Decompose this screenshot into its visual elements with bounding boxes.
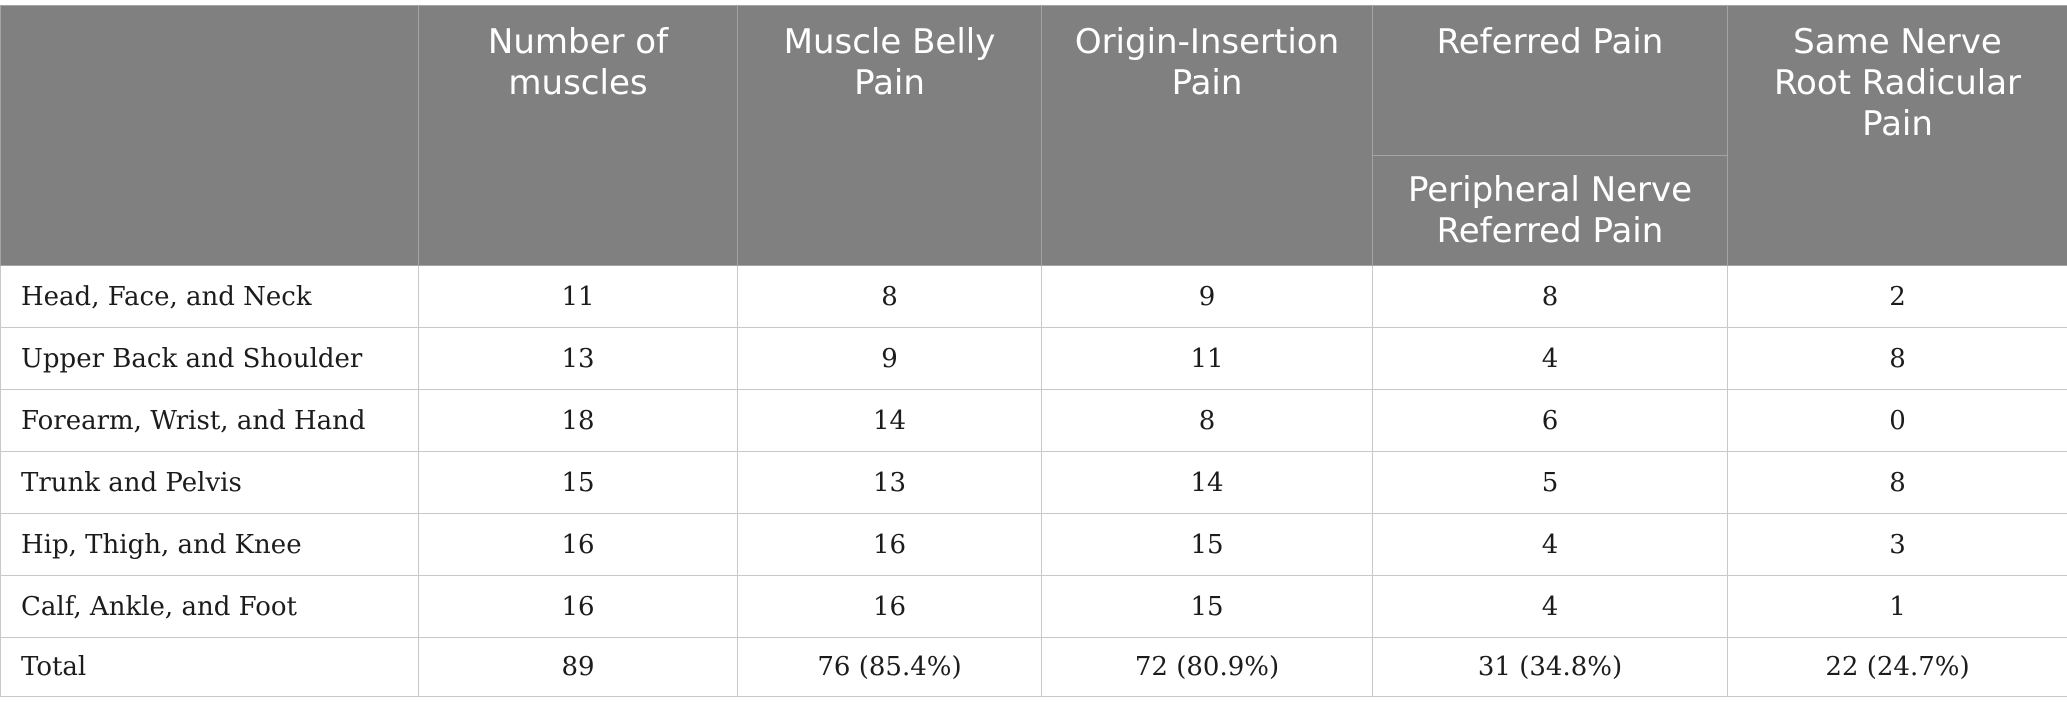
cell-radicular: 22 (24.7%) xyxy=(1727,637,2067,697)
cell-peripheral: 4 xyxy=(1372,513,1728,576)
header-number-of-muscles: Number of muscles xyxy=(418,5,738,266)
header-peripheral-nerve-referred-pain: Peripheral Nerve Referred Pain xyxy=(1372,155,1728,266)
cell-origin: 11 xyxy=(1041,327,1373,390)
cell-belly: 16 xyxy=(737,575,1042,638)
cell-belly: 76 (85.4%) xyxy=(737,637,1042,697)
header-origin-insertion-pain-text: Origin-Insertion Pain xyxy=(1074,22,1340,103)
cell-region: Total xyxy=(0,637,419,697)
cell-peripheral: 31 (34.8%) xyxy=(1372,637,1728,697)
header-same-nerve-root-radicular-pain: Same Nerve Root Radicular Pain xyxy=(1727,5,2067,266)
cell-peripheral: 4 xyxy=(1372,327,1728,390)
cell-peripheral: 5 xyxy=(1372,451,1728,514)
cell-origin: 72 (80.9%) xyxy=(1041,637,1373,697)
cell-radicular: 8 xyxy=(1727,451,2067,514)
table-row: Trunk and Pelvis 15 13 14 5 8 xyxy=(0,451,2067,514)
cell-origin: 9 xyxy=(1041,265,1373,328)
muscle-pain-table: Number of muscles Muscle Belly Pain Orig… xyxy=(0,5,2067,697)
cell-muscles: 15 xyxy=(418,451,738,514)
header-origin-insertion-pain: Origin-Insertion Pain xyxy=(1041,5,1373,266)
cell-origin: 8 xyxy=(1041,389,1373,452)
header-referred-pain: Referred Pain xyxy=(1372,5,1728,156)
table-body: Head, Face, and Neck 11 8 9 8 2 Upper Ba… xyxy=(0,265,2067,697)
cell-belly: 14 xyxy=(737,389,1042,452)
cell-belly: 16 xyxy=(737,513,1042,576)
cell-origin: 15 xyxy=(1041,513,1373,576)
cell-muscles: 11 xyxy=(418,265,738,328)
cell-origin: 15 xyxy=(1041,575,1373,638)
cell-muscles: 16 xyxy=(418,513,738,576)
header-row-1: Number of muscles Muscle Belly Pain Orig… xyxy=(0,5,2067,266)
cell-region: Head, Face, and Neck xyxy=(0,265,419,328)
header-row-2: Peripheral Nerve Referred Pain xyxy=(1,155,2067,266)
cell-muscles: 13 xyxy=(418,327,738,390)
header-same-nerve-root-radicular-pain-text: Same Nerve Root Radicular Pain xyxy=(1773,22,2022,144)
header-muscle-belly-pain-text: Muscle Belly Pain xyxy=(783,22,996,103)
cell-radicular: 8 xyxy=(1727,327,2067,390)
cell-belly: 8 xyxy=(737,265,1042,328)
cell-region: Forearm, Wrist, and Hand xyxy=(0,389,419,452)
cell-muscles: 16 xyxy=(418,575,738,638)
cell-radicular: 2 xyxy=(1727,265,2067,328)
header-muscle-belly-pain: Muscle Belly Pain xyxy=(737,5,1042,266)
header-peripheral-nerve-referred-pain-text: Peripheral Nerve Referred Pain xyxy=(1407,170,1693,251)
table-row: Forearm, Wrist, and Hand 18 14 8 6 0 xyxy=(0,389,2067,452)
cell-peripheral: 8 xyxy=(1372,265,1728,328)
cell-region: Trunk and Pelvis xyxy=(0,451,419,514)
header-number-of-muscles-text: Number of muscles xyxy=(487,22,669,103)
cell-belly: 9 xyxy=(737,327,1042,390)
table-row: Calf, Ankle, and Foot 16 16 15 4 1 xyxy=(0,575,2067,638)
cell-origin: 14 xyxy=(1041,451,1373,514)
cell-peripheral: 4 xyxy=(1372,575,1728,638)
cell-region: Calf, Ankle, and Foot xyxy=(0,575,419,638)
table-row: Upper Back and Shoulder 13 9 11 4 8 xyxy=(0,327,2067,390)
cell-muscles: 18 xyxy=(418,389,738,452)
table-row-total: Total 89 76 (85.4%) 72 (80.9%) 31 (34.8%… xyxy=(0,637,2067,697)
table-row: Head, Face, and Neck 11 8 9 8 2 xyxy=(0,265,2067,328)
cell-radicular: 0 xyxy=(1727,389,2067,452)
header-region xyxy=(0,5,419,266)
cell-radicular: 1 xyxy=(1727,575,2067,638)
cell-peripheral: 6 xyxy=(1372,389,1728,452)
table-row: Hip, Thigh, and Knee 16 16 15 4 3 xyxy=(0,513,2067,576)
cell-muscles: 89 xyxy=(418,637,738,697)
table-header: Number of muscles Muscle Belly Pain Orig… xyxy=(0,5,2067,266)
cell-region: Upper Back and Shoulder xyxy=(0,327,419,390)
cell-region: Hip, Thigh, and Knee xyxy=(0,513,419,576)
cell-radicular: 3 xyxy=(1727,513,2067,576)
cell-belly: 13 xyxy=(737,451,1042,514)
